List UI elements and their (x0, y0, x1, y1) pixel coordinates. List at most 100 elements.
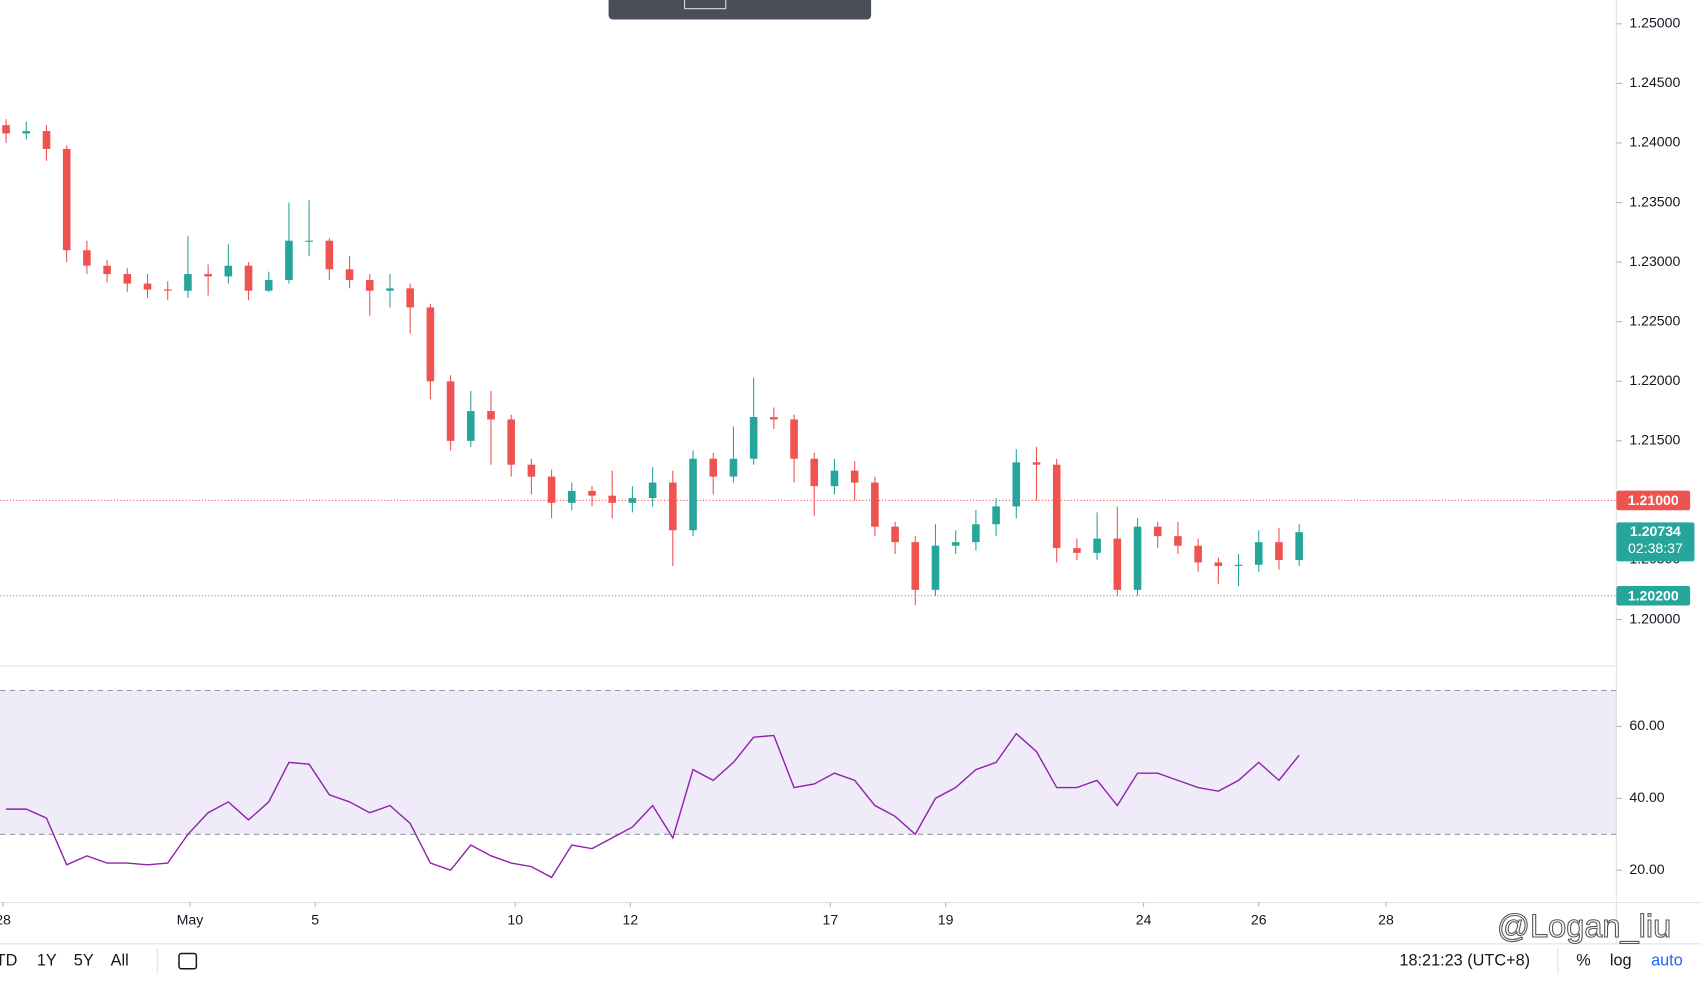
candle-body (1012, 462, 1021, 507)
candle-body (1032, 462, 1041, 465)
candle-body (810, 458, 819, 487)
candle-body (689, 458, 697, 531)
candle-body (770, 417, 778, 420)
candle-body (103, 265, 111, 275)
candle-body (568, 490, 576, 503)
candle-body (345, 269, 354, 281)
y-tick-label: 60.00 (1629, 717, 1664, 733)
candle-body (1214, 562, 1223, 566)
price-tag (1616, 586, 1691, 606)
y-tick-label: 1.22000 (1629, 372, 1680, 388)
candle-body (244, 265, 253, 291)
y-tick-label: 1.25000 (1629, 15, 1680, 31)
rsi-pane: 60.00 40.00 20.00 (0, 689, 1665, 879)
candle-body (648, 482, 657, 499)
range-button[interactable]: TD (0, 951, 17, 969)
candle-body (1234, 564, 1243, 566)
x-tick-label: 19 (938, 912, 954, 928)
x-tick-label: 26 (1251, 912, 1267, 928)
clock: 18:21:23 (UTC+8) (1399, 951, 1530, 969)
candle-body (588, 490, 596, 496)
y-tick-label: 20.00 (1629, 861, 1664, 877)
x-tick-label: 5 (311, 912, 319, 928)
y-tick-label: 1.20000 (1629, 610, 1680, 626)
candle-body (790, 419, 798, 459)
candle-body (386, 288, 394, 291)
y-tick-label: 1.21500 (1629, 432, 1680, 448)
last-price-label: 1.20734 (1630, 523, 1681, 539)
candle-body (1194, 545, 1202, 563)
candle-body (1254, 542, 1263, 565)
candle-body (547, 476, 556, 503)
range-button[interactable]: All (111, 951, 129, 969)
candle-body (628, 498, 637, 503)
candle-body (487, 411, 495, 420)
candle-body (1275, 542, 1283, 561)
y-tick-label: 1.24000 (1629, 134, 1680, 150)
top-toolbar[interactable] (608, 0, 872, 20)
candle-body (951, 542, 960, 546)
x-tick-label: 24 (1136, 912, 1152, 928)
price-tag-label: 1.21000 (1628, 492, 1679, 508)
y-tick-label: 1.24500 (1629, 74, 1680, 90)
y-tick-label: 1.23000 (1629, 253, 1680, 269)
candle-body (406, 288, 414, 308)
rsi-line (6, 732, 1300, 879)
candle-body (466, 411, 475, 441)
scale-option[interactable]: auto (1651, 951, 1683, 969)
price-tag-label: 1.20200 (1628, 588, 1679, 604)
x-tick-label: 10 (507, 912, 523, 928)
x-tick-label: 28 (1378, 912, 1394, 928)
candle-body (2, 125, 10, 134)
candle-body (224, 265, 233, 277)
candle-body (1052, 464, 1061, 549)
last-price-tag (1616, 522, 1695, 562)
candle-body (285, 240, 293, 281)
candle-body (992, 506, 1000, 525)
candle-body (608, 495, 617, 503)
candle-body (264, 280, 273, 291)
candle-body (22, 131, 31, 134)
candle-body (931, 545, 940, 590)
watermark: @Logan_liu (1497, 908, 1671, 944)
candle-body (749, 417, 758, 459)
candle-body (42, 131, 51, 149)
candle-body (184, 274, 192, 291)
range-button[interactable]: 1Y (37, 951, 57, 969)
candle-body (305, 240, 313, 242)
rsi-band (0, 690, 1617, 835)
price-pane: 1.25000 1.24500 1.24000 1.23500 1.23000 1.225… (0, 15, 1695, 928)
candle-body (1093, 538, 1101, 553)
calendar-icon[interactable] (178, 952, 198, 970)
y-tick-label: 1.23500 (1629, 193, 1680, 209)
candle-body (729, 458, 738, 477)
toolbar-icon[interactable] (683, 0, 727, 10)
candle-body (163, 289, 172, 291)
candle-body (669, 482, 677, 531)
range-button[interactable]: 5Y (74, 951, 94, 969)
candle-body (1113, 538, 1122, 590)
bottom-toolbar: TD 1Y 5Y All 18:21:23 (UTC+8)% log auto @Logan_… (0, 908, 1683, 975)
candle-body (365, 280, 374, 291)
candle-body (850, 470, 859, 483)
candle-body (1174, 536, 1182, 546)
y-tick-label: 1.22500 (1629, 312, 1680, 328)
candle-body (830, 470, 839, 487)
x-tick-label: 17 (823, 912, 839, 928)
candle-body (426, 307, 435, 382)
scale-option[interactable]: log (1610, 951, 1632, 969)
x-tick-label: 12 (623, 912, 639, 928)
candle-body (1295, 532, 1303, 561)
candle-body (972, 524, 980, 543)
countdown-label: 02:38:37 (1628, 540, 1683, 556)
y-tick-label: 40.00 (1629, 789, 1664, 805)
candle-body (871, 482, 879, 527)
candle-body (527, 464, 536, 477)
candle-body (143, 283, 152, 290)
candle-body (123, 274, 132, 284)
price-tag (1616, 490, 1691, 511)
scale-option[interactable]: % (1576, 951, 1590, 969)
candle-body (204, 274, 212, 277)
candle-body (1153, 526, 1162, 537)
